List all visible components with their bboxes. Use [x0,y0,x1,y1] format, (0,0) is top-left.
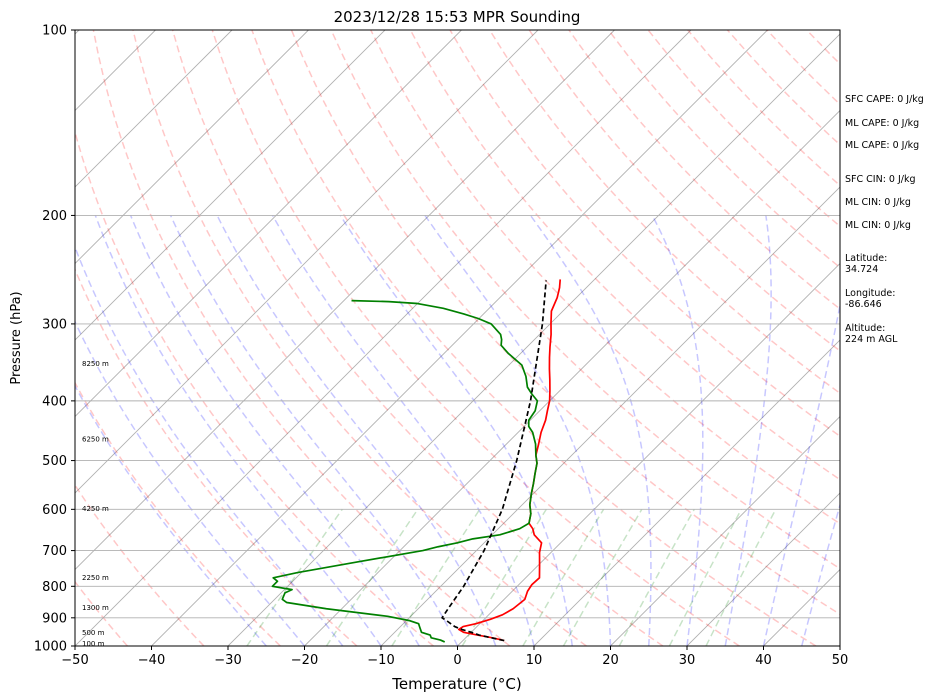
moist-adiabat-line [801,502,840,646]
parcel-profile-line [441,280,547,642]
dry-adiabat-line [330,30,840,570]
x-axis-label: Temperature (°C) [391,675,521,693]
isotherm-line [533,339,840,646]
stats-panel-line: SFC CAPE: 0 J/kg [845,94,924,105]
stats-panel-line: ML CIN: 0 J/kg [845,220,911,231]
y-tick-label: 500 [42,454,67,469]
x-tick-label: 50 [832,653,849,668]
dry-adiabat-line [75,381,281,646]
dry-adiabat-line [75,483,205,646]
isotherm-line [227,33,840,646]
isotherm-line [75,30,233,188]
moist-adiabat-line [94,215,382,646]
dry-adiabat-line [75,267,358,646]
x-tick-label: −10 [367,653,394,668]
isotherm-line [75,30,539,494]
dewpoint-profile-line [271,299,539,643]
x-tick-label: 30 [679,653,696,668]
y-tick-label: 600 [42,503,67,518]
isotherm-line [457,262,840,646]
stats-panel-line: 34.724 [845,264,878,275]
stats-panel-line: -86.646 [845,299,882,310]
y-tick-label: 700 [42,544,67,559]
y-tick-label: 100 [42,24,67,39]
y-tick-label: 400 [42,394,67,409]
isotherm-line [380,186,840,646]
y-tick-label: 200 [42,209,67,224]
height-label: 6250 m [82,435,109,443]
isotherm-line [151,30,768,646]
stats-panel-line: ML CAPE: 0 J/kg [845,140,919,151]
height-label: 1300 m [82,604,109,612]
x-tick-label: −50 [61,653,88,668]
isotherm-line [75,30,462,418]
x-tick-label: 10 [526,653,543,668]
stats-panel-line: Latitude: [845,253,887,264]
x-axis: −50 −40 −30 −20 −10 0 10 20 30 40 50 [61,646,848,668]
y-axis-label: Pressure (hPa) [9,291,24,384]
dry-adiabat-line [132,30,587,646]
y-axis: 100 200 300 400 500 600 700 800 900 1000 [34,24,75,655]
profiles [271,279,562,643]
x-tick-label: −40 [138,653,165,668]
height-label: 8250 m [82,360,109,368]
isotherm-line [686,492,840,646]
moist-adiabat-line [762,301,840,646]
dry-adiabat-line [211,30,740,646]
height-label: 2250 m [82,574,109,582]
isotherm-line [75,30,386,341]
x-tick-label: 40 [755,653,772,668]
dry-adiabat-line [92,30,511,646]
dry-adiabat-line [290,30,840,616]
stats-panel-line: 224 m AGL [845,334,898,345]
chart-title: 2023/12/28 15:53 MPR Sounding [334,8,581,26]
isotherm-line [75,30,615,571]
dry-adiabat-line [75,580,128,646]
height-label: 100 m [82,640,105,648]
dry-adiabat-line [75,129,434,646]
stats-panel-line: ML CIN: 0 J/kg [845,197,911,208]
height-label: 500 m [82,629,105,637]
x-tick-label: −20 [291,653,318,668]
stats-panel-line: Altitude: [845,323,885,334]
y-tick-label: 900 [42,611,67,626]
x-tick-label: −30 [214,653,241,668]
pressure-gridlines [75,30,840,646]
y-tick-label: 800 [42,580,67,595]
height-labels: 100 m 500 m 1300 m 2250 m 4250 m 6250 m 8250 m [82,360,109,648]
dry-adiabat-line [370,30,840,525]
y-tick-label: 300 [42,317,67,332]
moist-adiabat-line [339,215,573,646]
isotherm-line [610,415,840,646]
sounding-stats-panel: SFC CAPE: 0 J/kg ML CAPE: 0 J/kg ML CAPE: … [845,94,924,345]
stats-panel-line: SFC CIN: 0 J/kg [845,174,916,185]
dry-adiabat-line [251,30,817,646]
stats-panel-line: Longitude: [845,288,895,299]
dry-adiabat-line [409,30,840,481]
isotherm-line [304,109,840,646]
y-tick-label: 1000 [34,640,67,655]
height-label: 4250 m [82,505,109,513]
isotherm-line [75,30,309,265]
stats-panel-line: ML CAPE: 0 J/kg [845,118,919,129]
isotherm-line [75,30,692,646]
dry-adiabat-line [171,30,664,646]
x-tick-label: 20 [602,653,619,668]
x-tick-label: 0 [453,653,461,668]
